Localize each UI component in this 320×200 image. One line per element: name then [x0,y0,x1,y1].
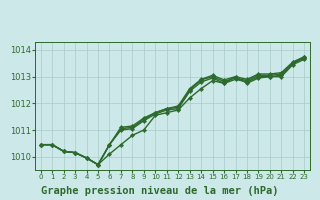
Text: Graphe pression niveau de la mer (hPa): Graphe pression niveau de la mer (hPa) [41,186,279,196]
